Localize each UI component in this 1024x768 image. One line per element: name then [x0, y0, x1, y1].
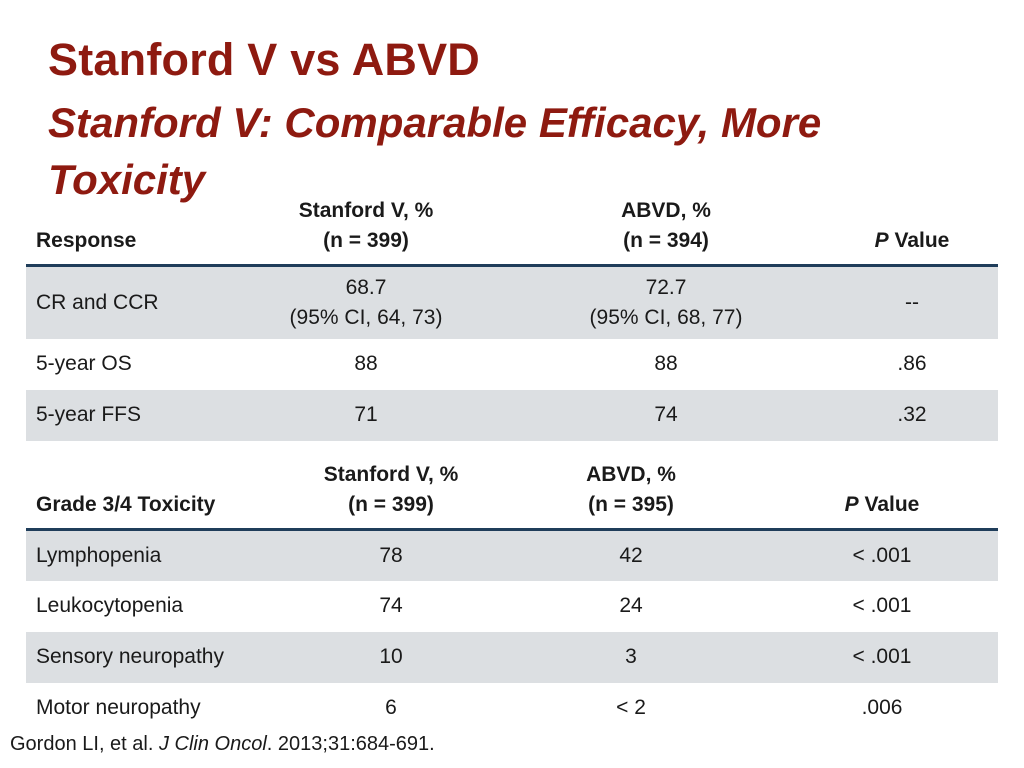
row-label: 5-year FFS — [36, 403, 142, 426]
abvd-cell: 74 — [654, 403, 678, 426]
row-label: 5-year OS — [36, 352, 132, 375]
citation-journal: J Clin Oncol — [158, 733, 267, 755]
abvd-cell: 3 — [625, 645, 637, 668]
table-row: CR and CCR 68.7 (95% CI, 64, 73) 72.7 (9… — [26, 265, 998, 339]
row-label: Leukocytopenia — [36, 594, 184, 617]
toxicity-table-header-row: Grade 3/4 Toxicity Stanford V, % (n = 39… — [26, 460, 998, 531]
toxicity-table: Grade 3/4 Toxicity Stanford V, % (n = 39… — [26, 460, 998, 734]
stanford-cell: 10 — [379, 645, 403, 668]
p-value-cell: .006 — [861, 696, 903, 719]
abvd-cell: 72.7 (95% CI, 68, 77) — [589, 275, 743, 329]
table-row: Motor neuropathy 6 < 2 .006 — [26, 683, 998, 734]
header-abvd: ABVD, % (n = 395) — [496, 460, 766, 531]
response-table: Response Stanford V, % (n = 399) ABVD, %… — [26, 196, 998, 441]
p-value-cell: -- — [905, 290, 919, 314]
p-value-cell: .32 — [897, 403, 927, 426]
p-value-cell: .86 — [897, 352, 927, 375]
header-stanford-v: Stanford V, % (n = 399) — [286, 460, 496, 531]
citation-authors: Gordon LI, et al. — [10, 733, 159, 755]
table-row: 5-year OS 88 88 .86 — [26, 339, 998, 390]
header-stanford-v: Stanford V, % (n = 399) — [226, 196, 506, 267]
header-p-value: P Value — [826, 196, 998, 267]
row-label: Motor neuropathy — [36, 696, 201, 719]
row-label: Sensory neuropathy — [36, 645, 224, 668]
row-label: Lymphopenia — [36, 543, 162, 567]
stanford-cell: 74 — [379, 594, 403, 617]
row-label: CR and CCR — [36, 290, 159, 314]
header-toxicity: Grade 3/4 Toxicity — [26, 460, 286, 531]
citation-details: . 2013;31:684-691. — [266, 733, 435, 755]
citation: Gordon LI, et al. J Clin Oncol. 2013;31:… — [10, 733, 435, 756]
header-response: Response — [26, 196, 226, 267]
abvd-cell: 24 — [619, 594, 643, 617]
header-p-value: P Value — [766, 460, 998, 531]
stanford-cell: 68.7 (95% CI, 64, 73) — [289, 275, 443, 329]
abvd-cell: 42 — [619, 543, 643, 567]
stanford-cell: 71 — [354, 403, 378, 426]
table-row: Leukocytopenia 74 24 < .001 — [26, 581, 998, 632]
stanford-cell: 88 — [354, 352, 378, 375]
stanford-cell: 6 — [385, 696, 397, 719]
abvd-cell: < 2 — [616, 696, 646, 719]
abvd-cell: 88 — [654, 352, 678, 375]
p-value-cell: < .001 — [852, 594, 912, 617]
table-row: 5-year FFS 71 74 .32 — [26, 389, 998, 441]
header-abvd: ABVD, % (n = 394) — [506, 196, 826, 267]
slide-title: Stanford V vs ABVD — [48, 34, 481, 85]
slide-subtitle: Stanford V: Comparable Efficacy, More To… — [48, 99, 822, 203]
table-row: Sensory neuropathy 10 3 < .001 — [26, 631, 998, 683]
stanford-cell: 78 — [379, 543, 403, 567]
response-table-header-row: Response Stanford V, % (n = 399) ABVD, %… — [26, 196, 998, 267]
table-row: Lymphopenia 78 42 < .001 — [26, 529, 998, 581]
p-value-cell: < .001 — [852, 543, 912, 567]
p-value-cell: < .001 — [852, 645, 912, 668]
